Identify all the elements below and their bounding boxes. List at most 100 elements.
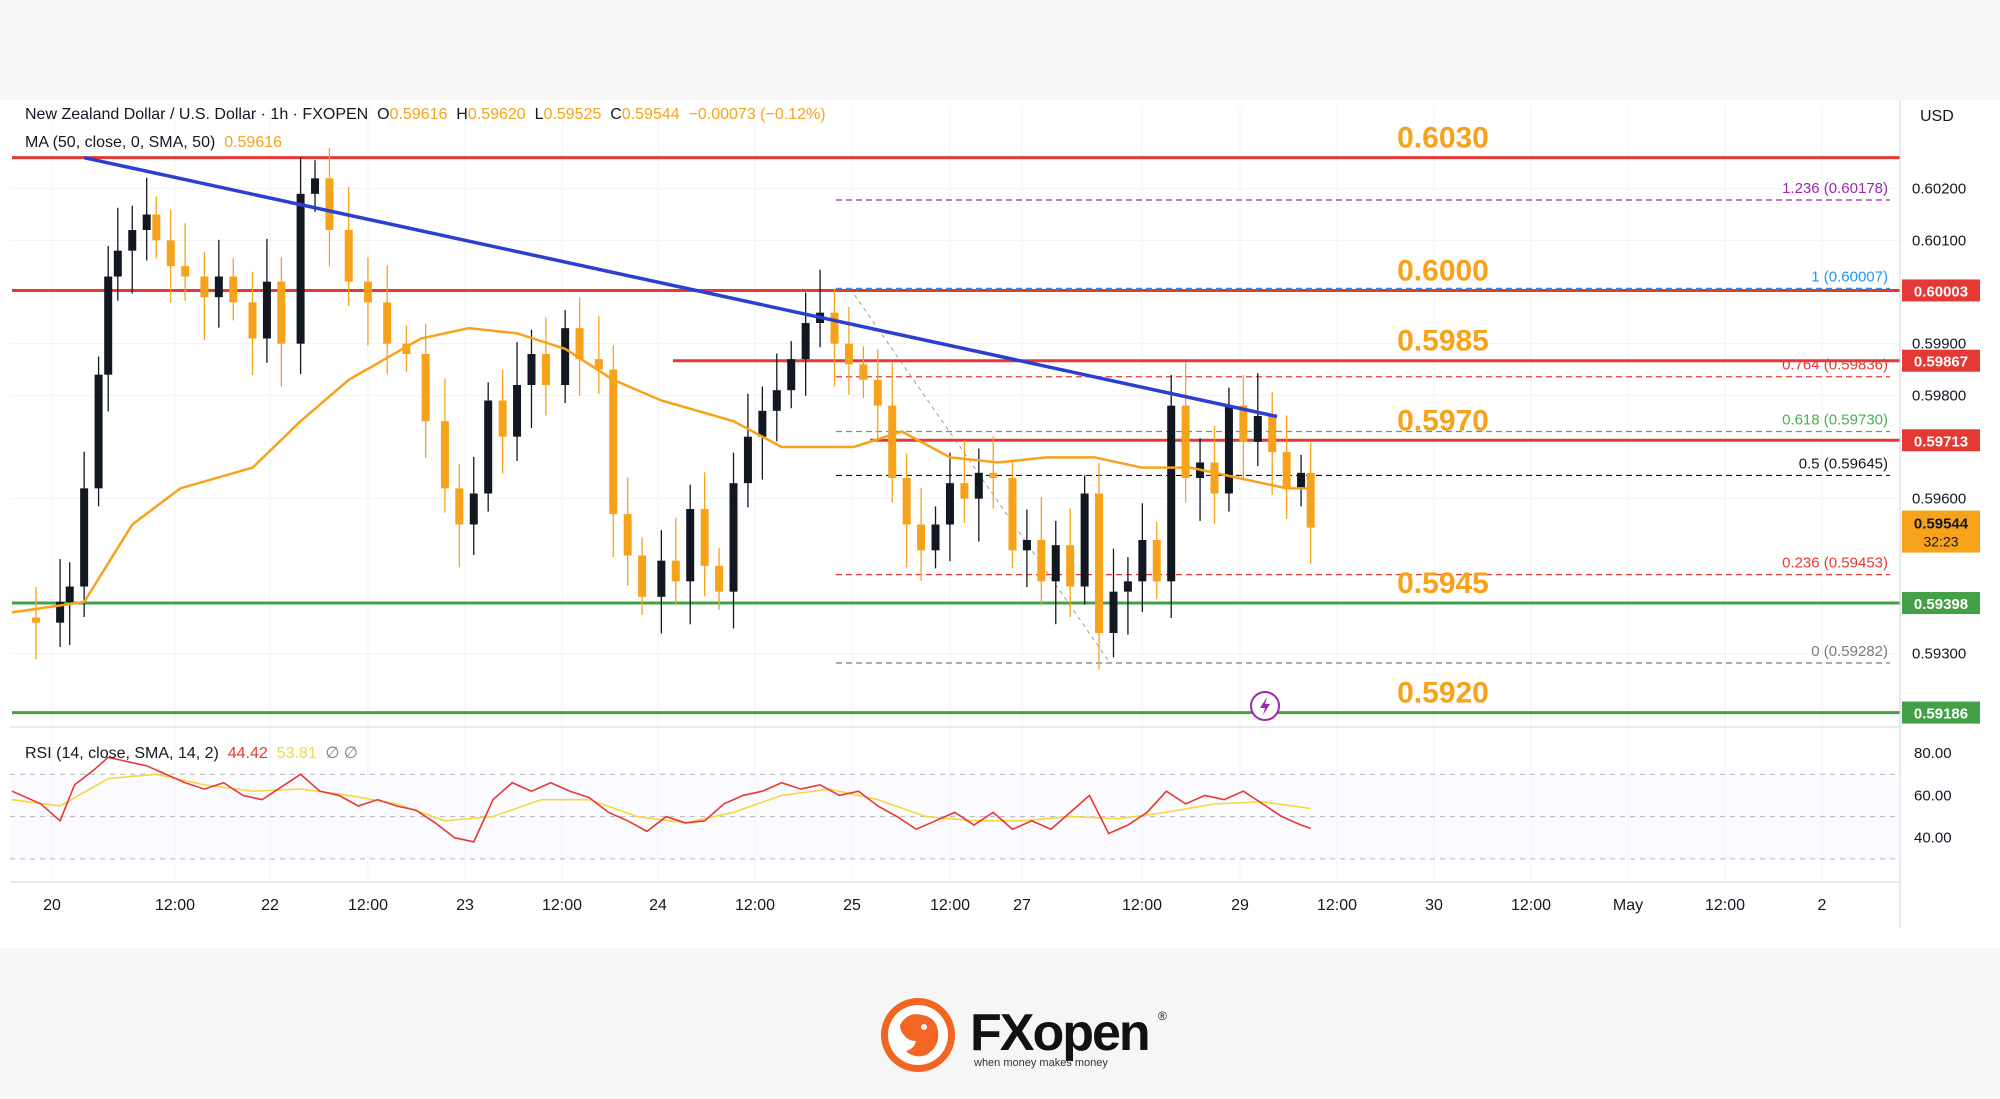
price-badge [1902,349,1980,372]
lightning-icon[interactable] [1250,691,1280,721]
rsi-tick-label: 80.00 [1914,745,1952,762]
candle-body [56,602,65,623]
candle-body [1037,540,1046,582]
candle-body [440,421,449,489]
candle-body [80,488,89,587]
time-axis: 20 12:00 22 12:00 23 12:00 24 12:00 25 12:00 27 12:… [43,897,1826,914]
candle-body [1253,416,1262,442]
open-label: O [377,106,390,123]
time-tick-label: 12:00 [155,897,195,914]
candle-body [166,240,175,267]
candle-body [262,281,271,339]
candle-body [623,514,632,556]
price-badge [1902,701,1980,724]
price-tick-label: 0.59300 [1912,646,1966,663]
candle-body [1022,540,1031,551]
candle-body [888,405,897,478]
last-price-text: 0.59544 [1914,516,1969,533]
fxopen-logo: FXopen ® when money makes money [878,995,1168,1075]
price-badge [1902,429,1980,452]
price-badges: 0.60003 0.59867 0.59713 0.59398 0.59186 0.595… [1902,279,1980,724]
candle-body [421,354,430,422]
candle-body [455,488,464,525]
candle-body [801,323,810,360]
candle-body [787,359,796,391]
time-tick-label: 25 [843,897,861,914]
candle-body [758,410,767,437]
open-value: 0.59616 [389,106,448,123]
trendline [83,155,1278,419]
candle-body [575,328,584,360]
level-label: 0.5920 [1397,677,1489,710]
candle-body [65,586,74,602]
countdown-text: 32:23 [1923,534,1958,550]
candle-body [325,178,334,230]
candle-body [1095,493,1104,633]
candle-body [1239,405,1248,442]
candle-body [200,276,209,298]
candle-body [94,374,103,489]
close-label: C [610,106,622,123]
level-label: 0.6030 [1397,122,1489,155]
candle-body [104,276,113,375]
level-label: 0.5985 [1397,325,1489,358]
candle-body [1138,540,1147,582]
time-tick-label: 12:00 [930,897,970,914]
price-tick-label: 0.59800 [1912,387,1966,404]
price-badge-text: 0.59186 [1914,706,1968,723]
price-badge [1902,592,1980,615]
candle-body [873,379,882,406]
candle-body [729,483,738,592]
moving-average-line [11,326,1311,614]
candle-body [917,524,926,551]
time-tick-label: 30 [1425,897,1443,914]
candle-body [989,472,998,478]
time-tick-label: 20 [43,897,61,914]
candle-body [1210,462,1219,494]
candle-body [1008,478,1017,551]
level-label: 0.5945 [1397,567,1489,600]
time-tick-label: 22 [261,897,279,914]
candle-body [931,524,940,551]
candle-body [1066,545,1075,587]
rsi-tick-label: 60.00 [1914,787,1952,804]
candle-body [142,214,151,230]
candle-body [561,328,570,385]
candle-body [594,359,603,370]
horizontal-levels: 0.6030 0.6000 0.5985 0.5970 0.5945 0.5920 [12,122,1900,715]
rsi-legend: RSI (14, close, SMA, 14, 2) 44.42 53.81 … [25,743,358,763]
price-badge-text: 0.59713 [1914,433,1968,450]
candle-body [402,343,411,354]
fibonacci-levels: 1.236 (0.60178)1 (0.60007)0.764 (0.59836… [836,180,1890,664]
candle-body [181,266,190,277]
price-axis: 0.60200 0.60100 0.59900 0.59800 0.59600 0.593… [1912,181,1966,663]
candle-body [700,509,709,566]
chart-area: 1.236 (0.60178) 1 (0.60007) 0.764 (0.59836… [0,100,2000,948]
candle-body [844,343,853,365]
high-label: H [456,106,468,123]
candle-body [1306,472,1315,528]
low-value: 0.59525 [543,106,602,123]
rsi-value: 44.42 [227,745,268,762]
candle-body [311,178,320,194]
price-tick-label: 0.60200 [1912,181,1966,198]
ma-value: 0.59616 [224,134,283,151]
time-tick-label: 12:00 [542,897,582,914]
registered-mark: ® [1158,1009,1167,1023]
candle-body [902,478,911,525]
candle-body [743,436,752,484]
candle-body [214,276,223,298]
fib-label: 1.236 (0.60178) [1782,180,1888,197]
rsi-extra: ∅ ∅ [325,745,358,762]
price-chart[interactable]: 1.236 (0.60178)1 (0.60007)0.764 (0.59836… [0,100,2000,948]
time-tick-label: 12:00 [348,897,388,914]
symbol-legend: New Zealand Dollar / U.S. Dollar · 1h · … [25,106,826,124]
candle-body [772,390,781,411]
price-badge [1902,279,1980,302]
ma-label: MA (50, close, 0, SMA, 50) [25,134,216,151]
candle-body [715,565,724,592]
time-tick-label: May [1613,897,1643,914]
brand-tagline: when money makes money [974,1057,1108,1069]
candle-body [152,214,161,241]
fib-label: 1 (0.60007) [1811,268,1888,285]
